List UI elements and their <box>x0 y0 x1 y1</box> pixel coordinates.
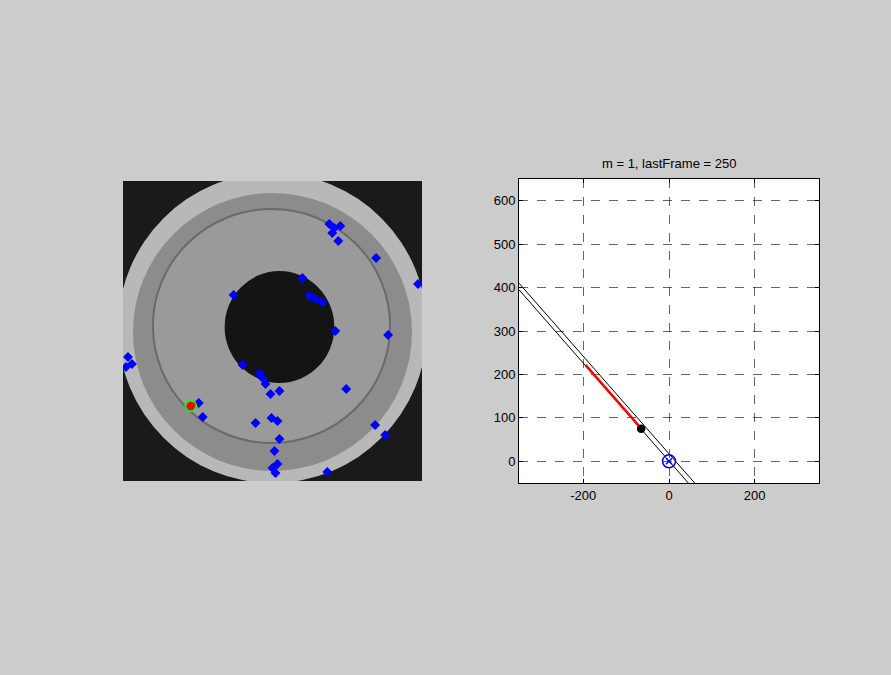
svg-text:300: 300 <box>494 324 516 339</box>
svg-text:m = 1, lastFrame = 250: m = 1, lastFrame = 250 <box>602 156 736 171</box>
svg-text:200: 200 <box>494 367 516 382</box>
svg-text:500: 500 <box>494 237 516 252</box>
svg-text:-200: -200 <box>570 488 596 503</box>
svg-text:400: 400 <box>494 280 516 295</box>
svg-text:100: 100 <box>494 410 516 425</box>
svg-text:600: 600 <box>494 193 516 208</box>
svg-text:200: 200 <box>744 488 766 503</box>
svg-text:0: 0 <box>665 488 672 503</box>
svg-text:0: 0 <box>508 454 515 469</box>
